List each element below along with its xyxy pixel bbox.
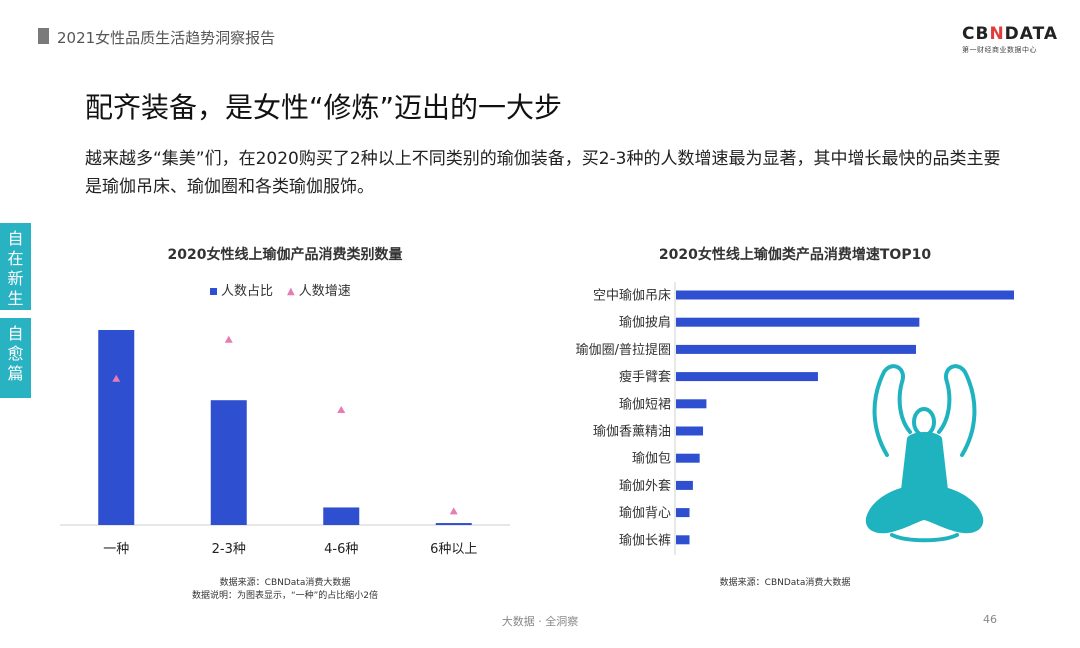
cbndata-logo: CBNDATA 第一财经商业数据中心 (962, 24, 1057, 55)
y-tick-label-8: 瑜伽背心 (619, 506, 671, 521)
left-data-explain: 数据说明：为图表显示，“一种”的占比缩小2倍 (191, 591, 379, 601)
x-tick-label-3: 6种以上 (430, 542, 477, 557)
right-hbar-chart: 空中瑜伽吊床瑜伽披肩瑜伽圈/普拉提圈瘦手臂套瑜伽短裙瑜伽香薰精油瑜伽包瑜伽外套瑜… (576, 282, 1014, 555)
right-chart-title: 2020女性线上瑜伽类产品消费增速TOP10 (658, 247, 932, 263)
bar-share-1 (210, 400, 247, 525)
page-headline: 配齐装备，是女性“修炼”迈出的一大步 (85, 91, 563, 124)
bar-share-2 (323, 507, 360, 525)
bar-share-3 (435, 523, 472, 525)
hbar-4 (676, 399, 707, 409)
logo-mark: N (989, 24, 1005, 44)
legend-label-share: 人数占比 (221, 284, 274, 299)
page-description: 越来越多“集美”们，在2020购买了2种以上不同类别的瑜伽装备，买2-3种的人数… (85, 149, 1001, 197)
y-tick-label-9: 瑜伽长裤 (619, 533, 671, 548)
y-tick-label-4: 瑜伽短裙 (619, 397, 671, 412)
y-tick-label-0: 空中瑜伽吊床 (593, 289, 671, 304)
legend-label-growth: 人数增速 (298, 284, 351, 299)
side-tab-ziyu-pian[interactable]: 自愈篇 (0, 318, 31, 398)
hbar-5 (676, 426, 704, 436)
left-chart-legend: 人数占比 ▲ 人数增速 (210, 280, 351, 299)
report-title: 2021女性品质生活趋势洞察报告 (57, 29, 276, 47)
left-data-source: 数据来源：CBNData消费大数据 (219, 578, 351, 588)
hbar-3 (676, 372, 818, 382)
logo-text-suffix: DATA (1004, 24, 1059, 44)
y-tick-label-2: 瑜伽圈/普拉提圈 (576, 342, 671, 358)
logo-text-prefix: CB (962, 24, 990, 44)
bar-share-0 (98, 330, 135, 525)
hbar-8 (676, 508, 690, 518)
marker-growth-1 (224, 335, 233, 343)
header-marker (38, 28, 49, 44)
y-tick-label-1: 瑜伽披肩 (619, 315, 671, 331)
right-data-source: 数据来源：CBNData消费大数据 (719, 578, 851, 588)
page-number: 46 (983, 613, 997, 626)
hbar-0 (676, 290, 1014, 300)
legend-bar-swatch (210, 288, 217, 295)
x-tick-label-2: 4-6种 (324, 542, 358, 557)
legend-triangle-icon: ▲ (287, 286, 295, 297)
x-tick-label-1: 2-3种 (212, 542, 246, 557)
left-bar-chart: 一种 2-3种 4-6种 6种以上 (60, 330, 510, 557)
marker-growth-0 (112, 374, 121, 382)
yoga-figure-illustration (865, 364, 984, 543)
side-tab-zizai-xinsheng[interactable]: 自在新生 (0, 223, 31, 310)
hbar-2 (676, 344, 916, 354)
hbar-9 (676, 535, 690, 545)
left-chart-title: 2020女性线上瑜伽产品消费类别数量 (167, 247, 403, 263)
logo-subtitle: 第一财经商业数据中心 (962, 46, 1037, 54)
y-tick-label-7: 瑜伽外套 (619, 478, 671, 494)
marker-growth-3 (449, 507, 458, 515)
y-tick-label-5: 瑜伽香薰精油 (593, 425, 671, 440)
marker-growth-2 (337, 405, 346, 413)
y-tick-label-6: 瑜伽包 (632, 452, 671, 467)
hbar-6 (676, 453, 700, 463)
hbar-1 (676, 317, 920, 327)
x-tick-label-0: 一种 (103, 542, 129, 557)
y-tick-label-3: 瘦手臂套 (619, 369, 671, 385)
hbar-7 (676, 480, 693, 490)
footer-tagline: 大数据 · 全洞察 (501, 615, 579, 628)
